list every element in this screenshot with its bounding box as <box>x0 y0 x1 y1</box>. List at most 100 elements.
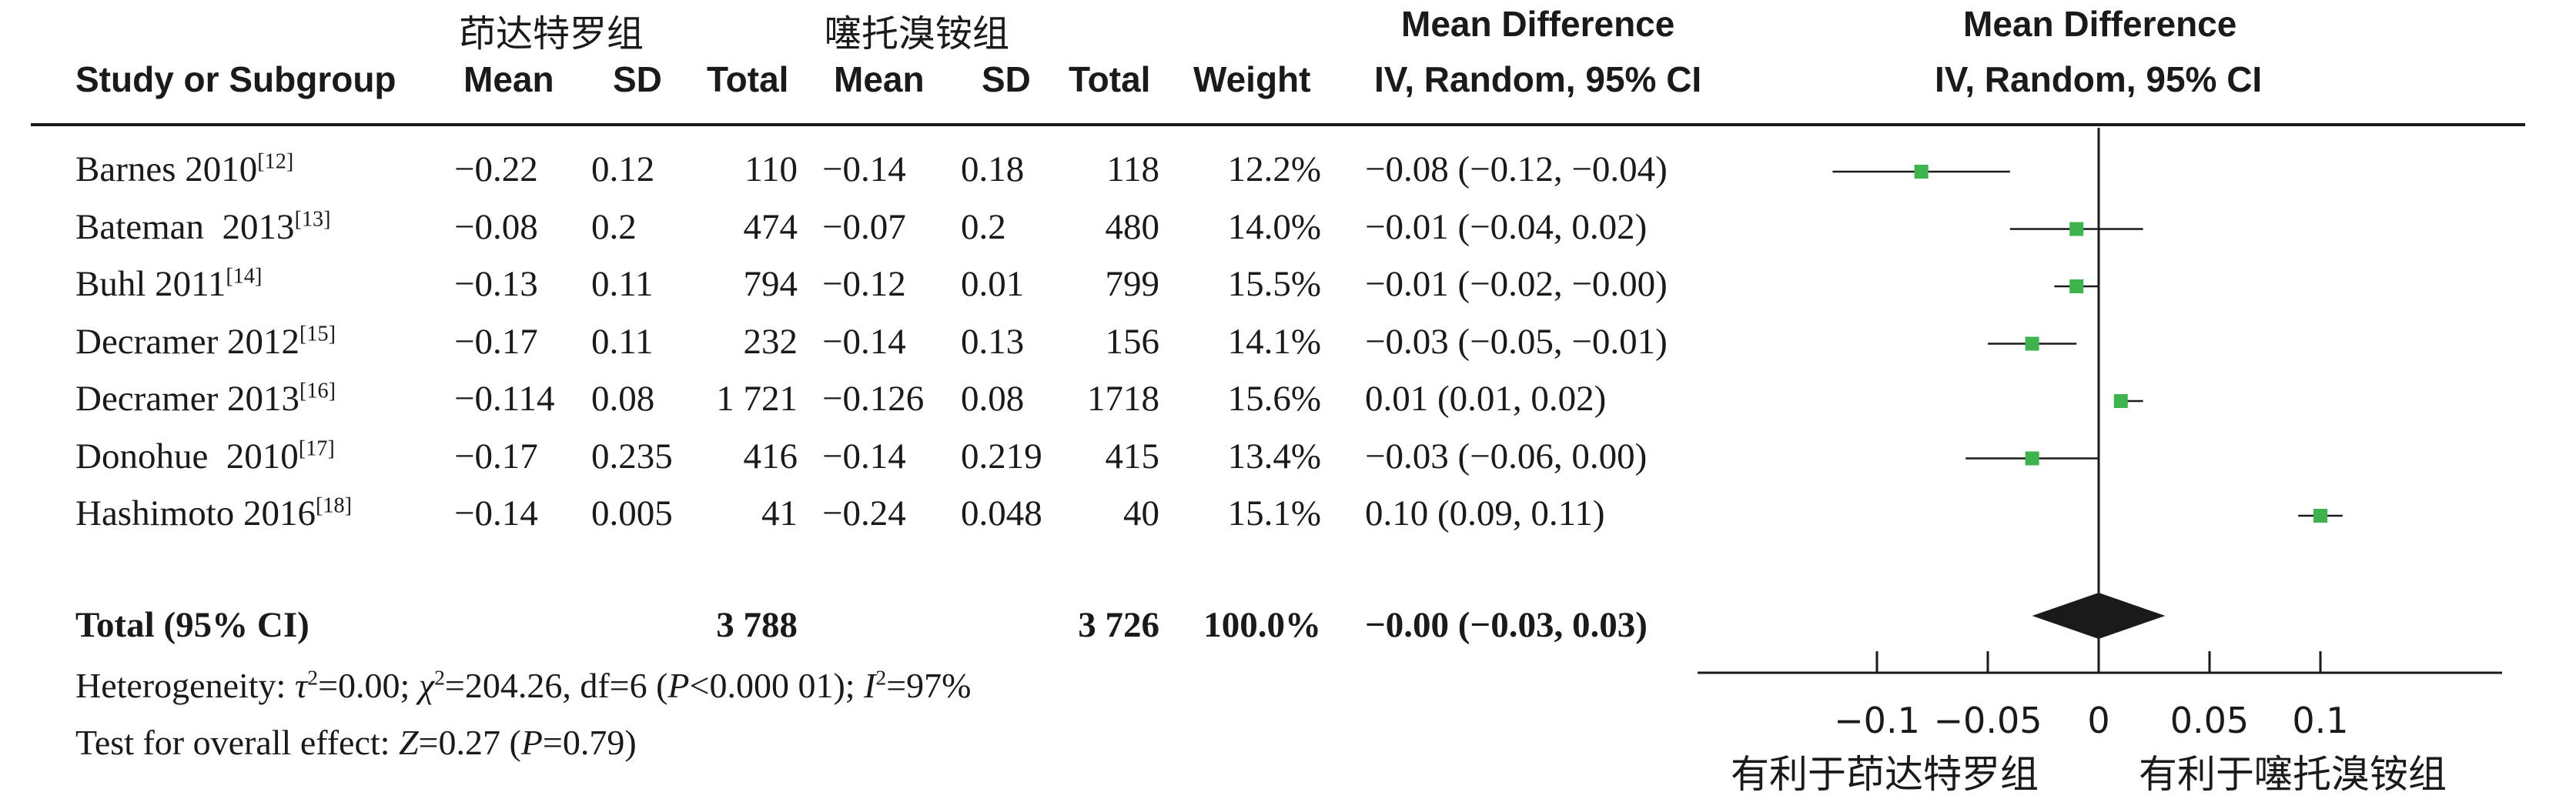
heterogeneity-text: Heterogeneity: τ2=0.00; χ2=204.26, df=6 … <box>75 665 972 705</box>
overall-effect-text: Test for overall effect: Z=0.27 (P=0.79) <box>75 723 637 762</box>
study-mean1-cell: −0.22 <box>454 149 538 189</box>
study-sd2-cell: 0.048 <box>961 493 1042 533</box>
header-rule <box>31 123 2525 126</box>
study-sd2-cell: 0.08 <box>961 379 1025 419</box>
study-total2-cell: 415 <box>1105 436 1160 476</box>
study-mean2-cell: −0.12 <box>822 264 906 304</box>
total-weight: 100.0% <box>1203 605 1321 645</box>
x-tick-label: 0.1 <box>2292 700 2348 741</box>
study-sd1-cell: 0.12 <box>591 149 655 189</box>
study-mean1-cell: −0.17 <box>454 321 538 362</box>
study-total2-cell: 118 <box>1106 149 1159 189</box>
study-weight-cell: 15.6% <box>1227 379 1321 419</box>
study-weight-cell: 14.0% <box>1227 206 1321 247</box>
total-total2: 3 726 <box>1078 605 1159 645</box>
study-ci-cell: 0.10 (0.09, 0.11) <box>1365 493 1605 533</box>
sd1-header: SD <box>613 59 662 99</box>
study-weight-cell: 15.1% <box>1227 493 1321 533</box>
study-name: Donohue 2010[17] <box>75 436 335 476</box>
favours-right-label: 有利于噻托溴铵组 <box>2139 752 2447 797</box>
md-title: Mean Difference <box>1401 4 1675 44</box>
study-total2-cell: 799 <box>1105 264 1160 304</box>
x-tick-label: −0.05 <box>1934 700 2042 741</box>
total-label: Total (95% CI) <box>75 605 309 645</box>
study-sd1-cell: 0.235 <box>591 436 673 476</box>
study-total1-cell: 41 <box>761 493 798 533</box>
study-name: Bateman 2013[13] <box>75 206 331 247</box>
x-tick-label: 0.05 <box>2170 700 2249 741</box>
pooled-diamond <box>2032 593 2166 639</box>
study-sd2-cell: 0.219 <box>961 436 1042 476</box>
study-mean1-cell: −0.14 <box>454 493 538 533</box>
study-sd1-cell: 0.08 <box>591 379 655 419</box>
study-sd2-cell: 0.01 <box>961 264 1025 304</box>
study-mean1-cell: −0.17 <box>454 436 538 476</box>
mean2-header: Mean <box>834 59 925 99</box>
study-sd2-cell: 0.13 <box>961 321 1025 362</box>
study-column-header: Study or Subgroup <box>75 59 396 99</box>
mean1-header: Mean <box>463 59 554 99</box>
study-sd2-cell: 0.18 <box>961 149 1025 189</box>
favours-left-label: 有利于茚达特罗组 <box>1731 752 2039 797</box>
study-total1-cell: 474 <box>743 206 798 247</box>
study-mean2-cell: −0.14 <box>822 436 906 476</box>
study-name: Decramer 2013[16] <box>75 379 336 419</box>
sd2-header: SD <box>982 59 1031 99</box>
total1-header: Total <box>707 59 789 99</box>
study-weight-cell: 15.5% <box>1227 264 1321 304</box>
study-total2-cell: 1718 <box>1087 379 1159 419</box>
study-total1-cell: 110 <box>744 149 798 189</box>
study-sd1-cell: 0.005 <box>591 493 673 533</box>
x-tick-label: −0.1 <box>1834 700 1920 741</box>
study-ci-cell: −0.01 (−0.02, −0.00) <box>1365 264 1668 304</box>
study-ci-cell: −0.03 (−0.05, −0.01) <box>1365 321 1668 362</box>
effect-marker <box>2113 394 2128 408</box>
x-tick-label: 0 <box>2087 700 2109 741</box>
study-total2-cell: 40 <box>1123 493 1159 533</box>
study-mean2-cell: −0.126 <box>822 379 925 419</box>
study-total2-cell: 156 <box>1105 321 1160 362</box>
effect-marker <box>2025 336 2039 351</box>
study-total1-cell: 416 <box>743 436 798 476</box>
effect-marker <box>2313 509 2327 523</box>
study-total1-cell: 1 721 <box>716 379 798 419</box>
plot-title: Mean Difference <box>1963 4 2237 44</box>
total2-header: Total <box>1069 59 1151 99</box>
study-mean2-cell: −0.07 <box>822 206 906 247</box>
study-weight-cell: 13.4% <box>1227 436 1321 476</box>
study-total1-cell: 794 <box>743 264 798 304</box>
study-ci-cell: 0.01 (0.01, 0.02) <box>1365 379 1607 419</box>
study-name: Decramer 2012[15] <box>75 321 336 362</box>
total-ci: −0.00 (−0.03, 0.03) <box>1365 605 1648 645</box>
effect-marker <box>2025 451 2039 466</box>
study-mean2-cell: −0.14 <box>822 149 906 189</box>
group2-name: 噻托溴铵组 <box>825 12 1010 55</box>
md-method-header: IV, Random, 95% CI <box>1374 59 1702 99</box>
study-ci-cell: −0.08 (−0.12, −0.04) <box>1365 149 1668 189</box>
study-total2-cell: 480 <box>1105 206 1160 247</box>
study-mean2-cell: −0.24 <box>822 493 906 533</box>
study-ci-cell: −0.03 (−0.06, 0.00) <box>1365 436 1648 476</box>
study-sd1-cell: 0.11 <box>591 321 654 362</box>
effect-marker <box>2069 222 2084 236</box>
study-ci-cell: −0.01 (−0.04, 0.02) <box>1365 206 1648 247</box>
effect-marker <box>1914 165 1929 179</box>
study-sd1-cell: 0.11 <box>591 264 654 304</box>
study-weight-cell: 12.2% <box>1227 149 1321 189</box>
study-name: Hashimoto 2016[18] <box>75 493 352 533</box>
weight-header: Weight <box>1193 59 1311 99</box>
study-name: Barnes 2010[12] <box>75 149 294 189</box>
study-name: Buhl 2011[14] <box>75 264 263 304</box>
study-sd1-cell: 0.2 <box>591 206 637 247</box>
study-sd2-cell: 0.2 <box>961 206 1006 247</box>
study-mean1-cell: −0.08 <box>454 206 538 247</box>
study-mean2-cell: −0.14 <box>822 321 906 362</box>
study-mean1-cell: −0.114 <box>454 379 555 419</box>
study-total1-cell: 232 <box>743 321 798 362</box>
total-total1: 3 788 <box>716 605 798 645</box>
study-mean1-cell: −0.13 <box>454 264 538 304</box>
group1-name: 茚达特罗组 <box>459 12 644 55</box>
effect-marker <box>2069 279 2084 293</box>
plot-method-header: IV, Random, 95% CI <box>1935 59 2263 99</box>
study-weight-cell: 14.1% <box>1227 321 1321 362</box>
